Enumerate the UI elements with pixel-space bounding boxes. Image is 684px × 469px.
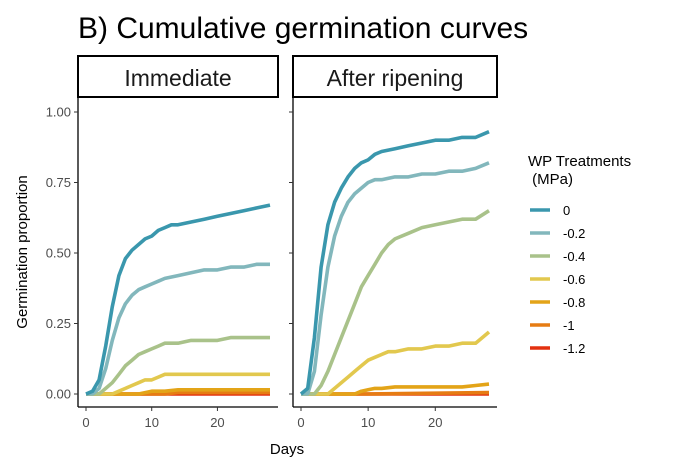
legend-label: -0.6	[563, 272, 585, 287]
y-tick-label: 1.00	[46, 105, 71, 120]
facet-strip	[292, 55, 498, 98]
series-line-0	[299, 130, 490, 396]
x-tick-label: 20	[210, 415, 224, 430]
panel-1: After ripening 0 10 20	[289, 55, 498, 430]
series-line-0	[85, 203, 271, 396]
series-line--0.2	[301, 161, 490, 396]
legend-label: -0.4	[563, 249, 585, 264]
legend-label: 0	[563, 203, 570, 218]
y-tick-label: 0.75	[46, 175, 71, 190]
panel-0: Immediate 0 10 20 0.00 0.25 0.50 0.75 1.00	[46, 55, 279, 430]
legend-title: WP Treatments	[528, 153, 631, 170]
legend: WP Treatments (MPa) 0 -0.2 -0.4 -0.6 -0.8 -1 -1…	[528, 153, 631, 356]
x-tick-label: 10	[144, 415, 158, 430]
series-line--0.8	[301, 382, 490, 396]
legend-label: -1	[563, 318, 575, 333]
legend-label: -0.8	[563, 295, 585, 310]
chart-title: B) Cumulative germination curves	[78, 12, 528, 45]
series-line--0.4	[301, 209, 490, 396]
y-axis-title: Germination proportion	[14, 175, 31, 328]
legend-label: -1.2	[563, 341, 585, 356]
facet-panels: Immediate 0 10 20 0.00 0.25 0.50 0.75 1.00 After …	[46, 55, 498, 430]
y-tick-label: 0.25	[46, 316, 71, 331]
x-axis-title: Days	[270, 441, 304, 458]
legend-label: -0.2	[563, 226, 585, 241]
series-line--0.6	[86, 372, 270, 396]
series-line--0.2	[86, 262, 270, 396]
y-tick-label: 0.00	[46, 387, 71, 402]
x-tick-label: 0	[297, 415, 304, 430]
series-line--0.4	[86, 335, 270, 396]
facet-strip-label: After ripening	[327, 65, 464, 91]
x-tick-label: 10	[361, 415, 375, 430]
legend-title: (MPa)	[528, 171, 573, 188]
facet-strip	[77, 55, 279, 98]
series-line--0.8	[86, 387, 270, 396]
x-tick-label: 0	[82, 415, 89, 430]
series-line--0.6	[301, 330, 491, 396]
y-tick-label: 0.50	[46, 246, 71, 261]
facet-strip-label: Immediate	[124, 65, 231, 91]
x-tick-label: 20	[428, 415, 442, 430]
